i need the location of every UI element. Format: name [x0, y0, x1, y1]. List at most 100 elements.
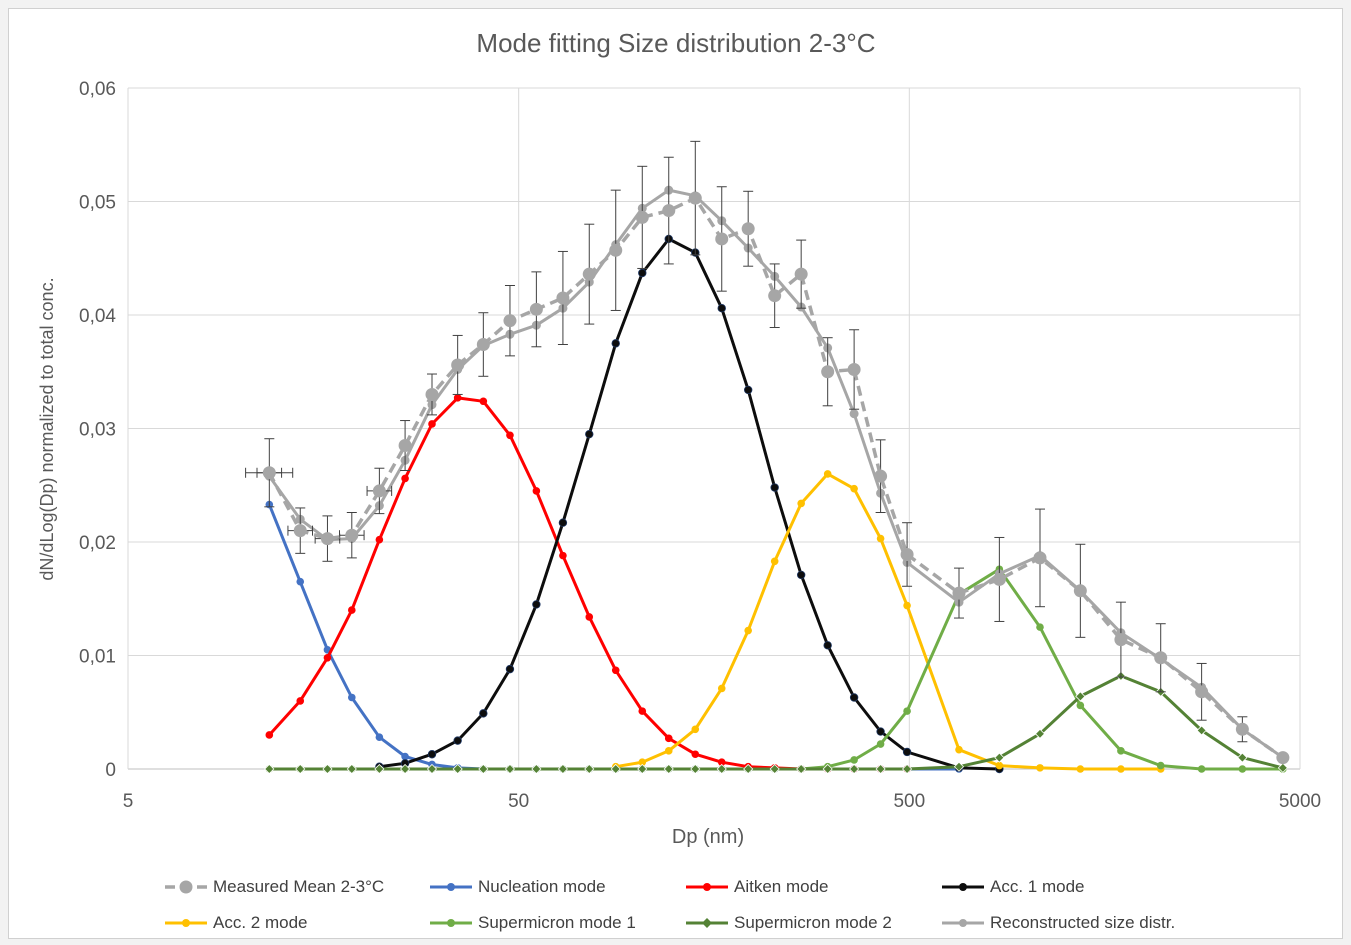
data-point — [1235, 722, 1249, 736]
data-point — [952, 586, 966, 600]
data-point — [345, 528, 359, 542]
series-line — [379, 237, 1000, 771]
data-point — [1276, 751, 1290, 765]
data-point — [850, 756, 858, 764]
data-point — [902, 747, 912, 757]
data-point — [610, 763, 621, 775]
data-point — [1154, 651, 1168, 665]
data-point — [717, 303, 726, 313]
data-point — [426, 763, 438, 775]
data-point — [296, 697, 305, 705]
data-point — [875, 763, 886, 775]
data-point — [506, 431, 514, 440]
data-point — [1036, 764, 1044, 772]
series-group — [245, 140, 1290, 775]
data-point — [770, 557, 779, 566]
series-acc-2-mode — [611, 470, 1165, 773]
data-point — [770, 483, 779, 492]
data-point — [503, 314, 517, 328]
gridlines — [127, 87, 1301, 770]
data-point — [688, 191, 702, 205]
series-line — [268, 396, 908, 771]
data-point — [1076, 701, 1085, 710]
data-point — [637, 763, 648, 775]
y-axis-label: dN/dLog(Dp) normalized to total conc. — [37, 277, 57, 580]
data-point — [744, 626, 752, 635]
data-point — [717, 758, 726, 766]
data-point — [995, 761, 1004, 770]
data-point — [821, 365, 835, 379]
data-point — [322, 763, 333, 775]
data-point — [1197, 765, 1206, 773]
data-point — [768, 289, 782, 303]
data-point — [1075, 691, 1086, 702]
data-point — [635, 210, 649, 224]
data-point — [1196, 725, 1207, 736]
data-point — [556, 291, 570, 305]
y-tick-label: 0 — [105, 760, 116, 781]
data-point — [582, 267, 596, 281]
data-point — [903, 601, 911, 610]
data-point — [638, 707, 647, 715]
data-point — [428, 420, 436, 428]
data-point — [529, 302, 543, 316]
axis-ticks: 0 0,01 0,02 0,03 0,04 0,05 0,06 5 50 500 5000 — [79, 79, 1321, 812]
series-line — [615, 472, 1161, 771]
data-point — [850, 484, 858, 493]
data-point — [1156, 761, 1165, 770]
data-point — [769, 763, 780, 775]
data-point — [398, 439, 412, 453]
data-point — [874, 469, 888, 483]
data-point — [375, 535, 384, 544]
data-point — [1073, 584, 1087, 598]
data-point — [348, 606, 356, 614]
series-line — [267, 196, 1284, 760]
data-point — [1238, 765, 1247, 773]
series-line — [269, 567, 1283, 771]
data-point — [611, 666, 620, 675]
data-point — [504, 763, 516, 775]
data-point — [264, 763, 275, 775]
data-point — [532, 487, 541, 495]
data-point — [1277, 762, 1288, 773]
data-point — [400, 763, 411, 775]
data-point — [664, 747, 673, 755]
y-tick-label: 0,04 — [79, 306, 116, 327]
series-measured-mean-2-3-c — [245, 140, 1290, 765]
data-point — [479, 709, 488, 718]
data-point — [849, 409, 859, 419]
data-point — [849, 693, 859, 702]
data-point — [953, 761, 965, 772]
data-point — [1237, 752, 1248, 763]
data-point — [295, 763, 306, 775]
series-reconstructed-size-distr — [264, 185, 1288, 763]
data-point — [638, 758, 647, 766]
x-tick-label: 5000 — [1279, 791, 1321, 812]
data-point — [585, 613, 594, 621]
data-point — [1076, 765, 1085, 773]
data-point — [585, 429, 594, 439]
data-point — [876, 727, 885, 736]
data-point — [262, 466, 276, 480]
data-point — [427, 750, 437, 759]
data-point — [796, 763, 807, 775]
data-point — [452, 763, 463, 775]
data-point — [796, 570, 806, 580]
data-point — [1114, 633, 1128, 647]
data-point — [425, 387, 439, 401]
data-point — [323, 653, 332, 662]
x-tick-label: 5 — [123, 791, 134, 812]
data-point — [743, 763, 754, 775]
series-line — [269, 674, 1284, 771]
data-point — [375, 733, 384, 742]
data-point — [663, 763, 674, 775]
data-point — [876, 534, 885, 543]
data-point — [849, 763, 860, 775]
data-point — [638, 268, 647, 278]
data-point — [451, 358, 465, 372]
data-point — [662, 204, 676, 218]
data-point — [476, 338, 490, 352]
data-point — [532, 600, 541, 609]
chart-title: Mode fitting Size distribution 2-3°C — [476, 28, 875, 58]
